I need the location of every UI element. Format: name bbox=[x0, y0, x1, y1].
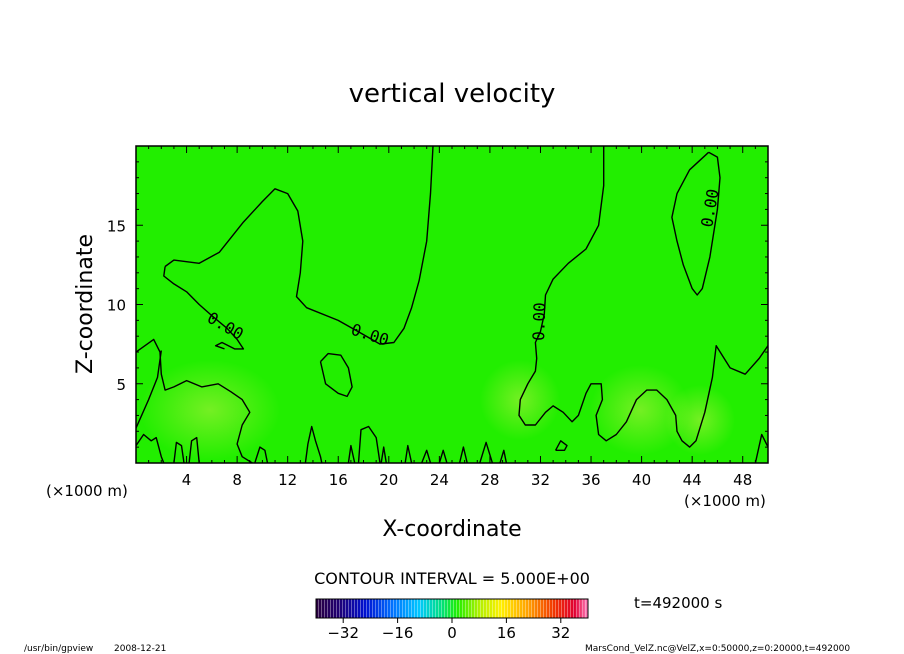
colorbar-tick-label: −16 bbox=[382, 624, 414, 642]
x-unit-left: (×1000 m) bbox=[46, 482, 128, 500]
x-tick-label: 24 bbox=[430, 471, 449, 489]
x-unit-right: (×1000 m) bbox=[684, 492, 766, 510]
contour-line bbox=[380, 446, 387, 463]
y-axis: 5 10 15 bbox=[107, 145, 768, 464]
contour-line bbox=[319, 352, 353, 398]
colorbar-ticks: −32 −16 0 16 32 bbox=[327, 618, 570, 642]
footer-program: /usr/bin/gpview bbox=[24, 644, 93, 654]
x-tick-label: 48 bbox=[733, 471, 752, 489]
contour-line bbox=[173, 441, 185, 463]
x-tick-label: 16 bbox=[329, 471, 348, 489]
footer-date: 2008-12-21 bbox=[114, 644, 166, 654]
contour-line bbox=[254, 446, 269, 463]
y-tick-label: 15 bbox=[107, 217, 126, 235]
colorbar-stripes bbox=[316, 599, 588, 618]
chart-title: vertical velocity bbox=[349, 79, 556, 109]
contour-lines bbox=[136, 146, 768, 463]
x-tick-label: 28 bbox=[480, 471, 499, 489]
x-axis-label: X-coordinate bbox=[382, 517, 521, 542]
x-tick-label: 40 bbox=[632, 471, 651, 489]
x-tick-label: 8 bbox=[232, 471, 242, 489]
contour-line bbox=[671, 151, 721, 296]
footer-source: MarsCond_VelZ.nc@VelZ,x=0:50000,z=0:2000… bbox=[585, 644, 850, 654]
contour-line bbox=[163, 266, 245, 350]
contour-line bbox=[518, 146, 768, 448]
contour-line bbox=[754, 433, 768, 463]
contour-label: 0.00 bbox=[529, 302, 549, 341]
y-axis-label: Z-coordinate bbox=[73, 234, 98, 374]
y-tick-label: 5 bbox=[116, 376, 126, 394]
x-tick-label: 44 bbox=[683, 471, 702, 489]
contour-line bbox=[304, 425, 323, 463]
colorbar-tick-label: 0 bbox=[447, 624, 457, 642]
x-tick-label: 12 bbox=[278, 471, 297, 489]
x-tick-label: 32 bbox=[531, 471, 550, 489]
x-tick-label: 36 bbox=[581, 471, 600, 489]
contour-line bbox=[421, 449, 432, 463]
x-tick-label: 4 bbox=[182, 471, 192, 489]
contour-line bbox=[188, 436, 200, 463]
x-axis: 4 8 12 16 20 24 28 32 36 40 44 48 bbox=[135, 146, 769, 489]
contour-line bbox=[347, 444, 356, 463]
colorbar-tick-label: 16 bbox=[497, 624, 516, 642]
time-label: t=492000 s bbox=[634, 594, 722, 612]
contour-interval-text: CONTOUR INTERVAL = 5.000E+00 bbox=[314, 569, 590, 588]
x-tick-label: 20 bbox=[379, 471, 398, 489]
y-tick-label: 10 bbox=[107, 297, 126, 315]
contour-line bbox=[458, 446, 468, 463]
contour-line bbox=[164, 146, 434, 345]
contour-line bbox=[499, 449, 508, 463]
contour-line bbox=[438, 449, 448, 463]
colorbar-tick-label: −32 bbox=[327, 624, 359, 642]
contour-line bbox=[136, 350, 162, 429]
colorbar-tick-label: 32 bbox=[551, 624, 570, 642]
contour-line bbox=[136, 338, 253, 463]
contour-line bbox=[136, 433, 165, 463]
contour-line bbox=[554, 440, 568, 451]
contour-line bbox=[404, 444, 413, 463]
contour-line bbox=[357, 425, 381, 463]
